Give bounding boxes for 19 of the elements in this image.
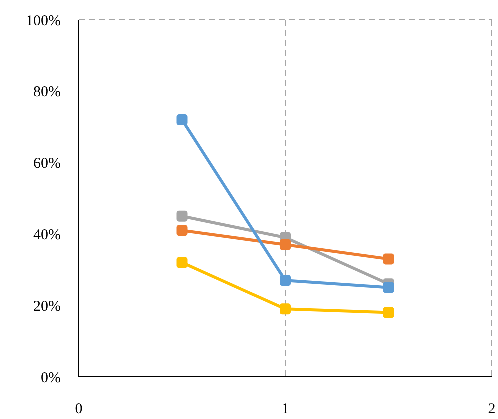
point [383, 254, 394, 265]
x-tick-label: 1 [282, 402, 290, 418]
y-tick-label: 40% [34, 228, 61, 244]
x-tick-label: 0 [75, 402, 83, 418]
y-tick-label: 100% [26, 13, 61, 30]
y-tick-label: 20% [34, 298, 61, 315]
point [176, 210, 188, 222]
point [280, 239, 291, 250]
y-tick-label: 0% [41, 370, 61, 386]
point [176, 114, 188, 126]
y-tick-label: 80% [34, 84, 61, 101]
point [383, 282, 394, 294]
point [280, 275, 291, 286]
point [176, 225, 188, 236]
point [176, 257, 188, 268]
y-tick-label: 60% [34, 156, 61, 172]
x-tick-label: 2 [488, 402, 496, 418]
point [280, 304, 291, 315]
point [383, 307, 394, 318]
